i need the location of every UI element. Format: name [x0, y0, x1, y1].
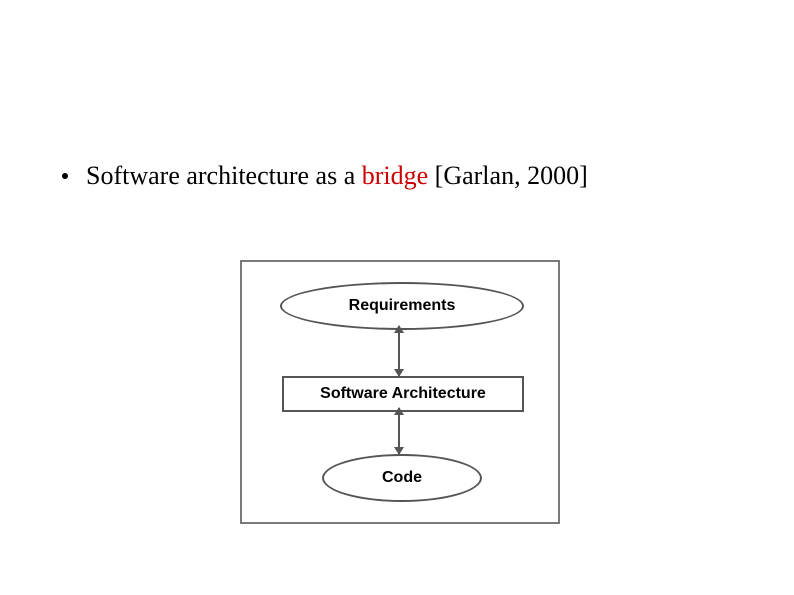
node-requirements-label: Requirements [349, 297, 456, 315]
slide: Software architecture as a bridge [Garla… [0, 0, 794, 595]
edge-req-arch [398, 326, 400, 376]
node-requirements: Requirements [280, 282, 524, 330]
diagram-frame: Requirements Software Architecture Code [240, 260, 560, 524]
node-code: Code [322, 454, 482, 502]
node-code-label: Code [382, 469, 422, 487]
bullet-highlight: bridge [362, 161, 428, 190]
diagram: Requirements Software Architecture Code [242, 262, 558, 522]
node-architecture-label: Software Architecture [320, 385, 486, 403]
bullet-dot-icon [62, 173, 68, 179]
bullet-line: Software architecture as a bridge [Garla… [62, 160, 588, 191]
bullet-suffix: [Garlan, 2000] [428, 161, 588, 190]
edge-arch-code [398, 408, 400, 454]
bullet-prefix: Software architecture as a [86, 161, 362, 190]
arrow-up-icon [394, 407, 404, 415]
bullet-text: Software architecture as a bridge [Garla… [86, 160, 588, 191]
arrow-up-icon [394, 325, 404, 333]
